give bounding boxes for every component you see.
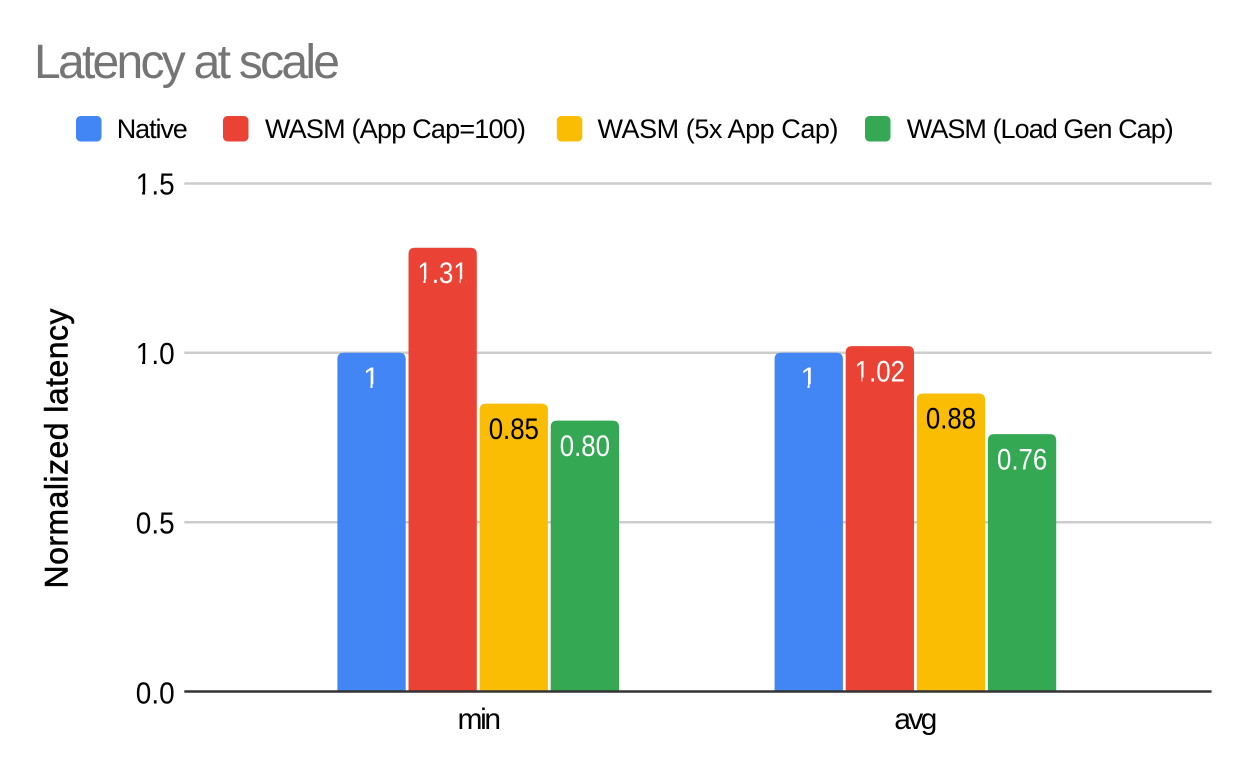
svg-text:0.88: 0.88 (926, 402, 976, 435)
svg-text:WASM (5x App Cap): WASM (5x App Cap) (598, 114, 839, 144)
svg-text:WASM (Load Gen Cap): WASM (Load Gen Cap) (907, 114, 1174, 144)
svg-text:Native: Native (117, 114, 188, 144)
svg-text:1.31: 1.31 (418, 256, 468, 289)
svg-text:0.80: 0.80 (560, 429, 610, 462)
svg-text:0.5: 0.5 (136, 506, 175, 541)
svg-text:Latency at scale: Latency at scale (34, 36, 340, 89)
svg-text:1.0: 1.0 (136, 337, 175, 372)
svg-text:1.02: 1.02 (855, 354, 905, 387)
svg-text:Normalized latency: Normalized latency (38, 309, 74, 589)
svg-text:avg: avg (894, 703, 937, 736)
svg-text:1.5: 1.5 (136, 167, 175, 202)
svg-text:min: min (458, 703, 502, 736)
svg-text:0.85: 0.85 (489, 412, 539, 445)
svg-text:0.76: 0.76 (997, 442, 1047, 475)
svg-text:WASM (App Cap=100): WASM (App Cap=100) (265, 114, 526, 144)
svg-text:0.0: 0.0 (136, 676, 175, 711)
